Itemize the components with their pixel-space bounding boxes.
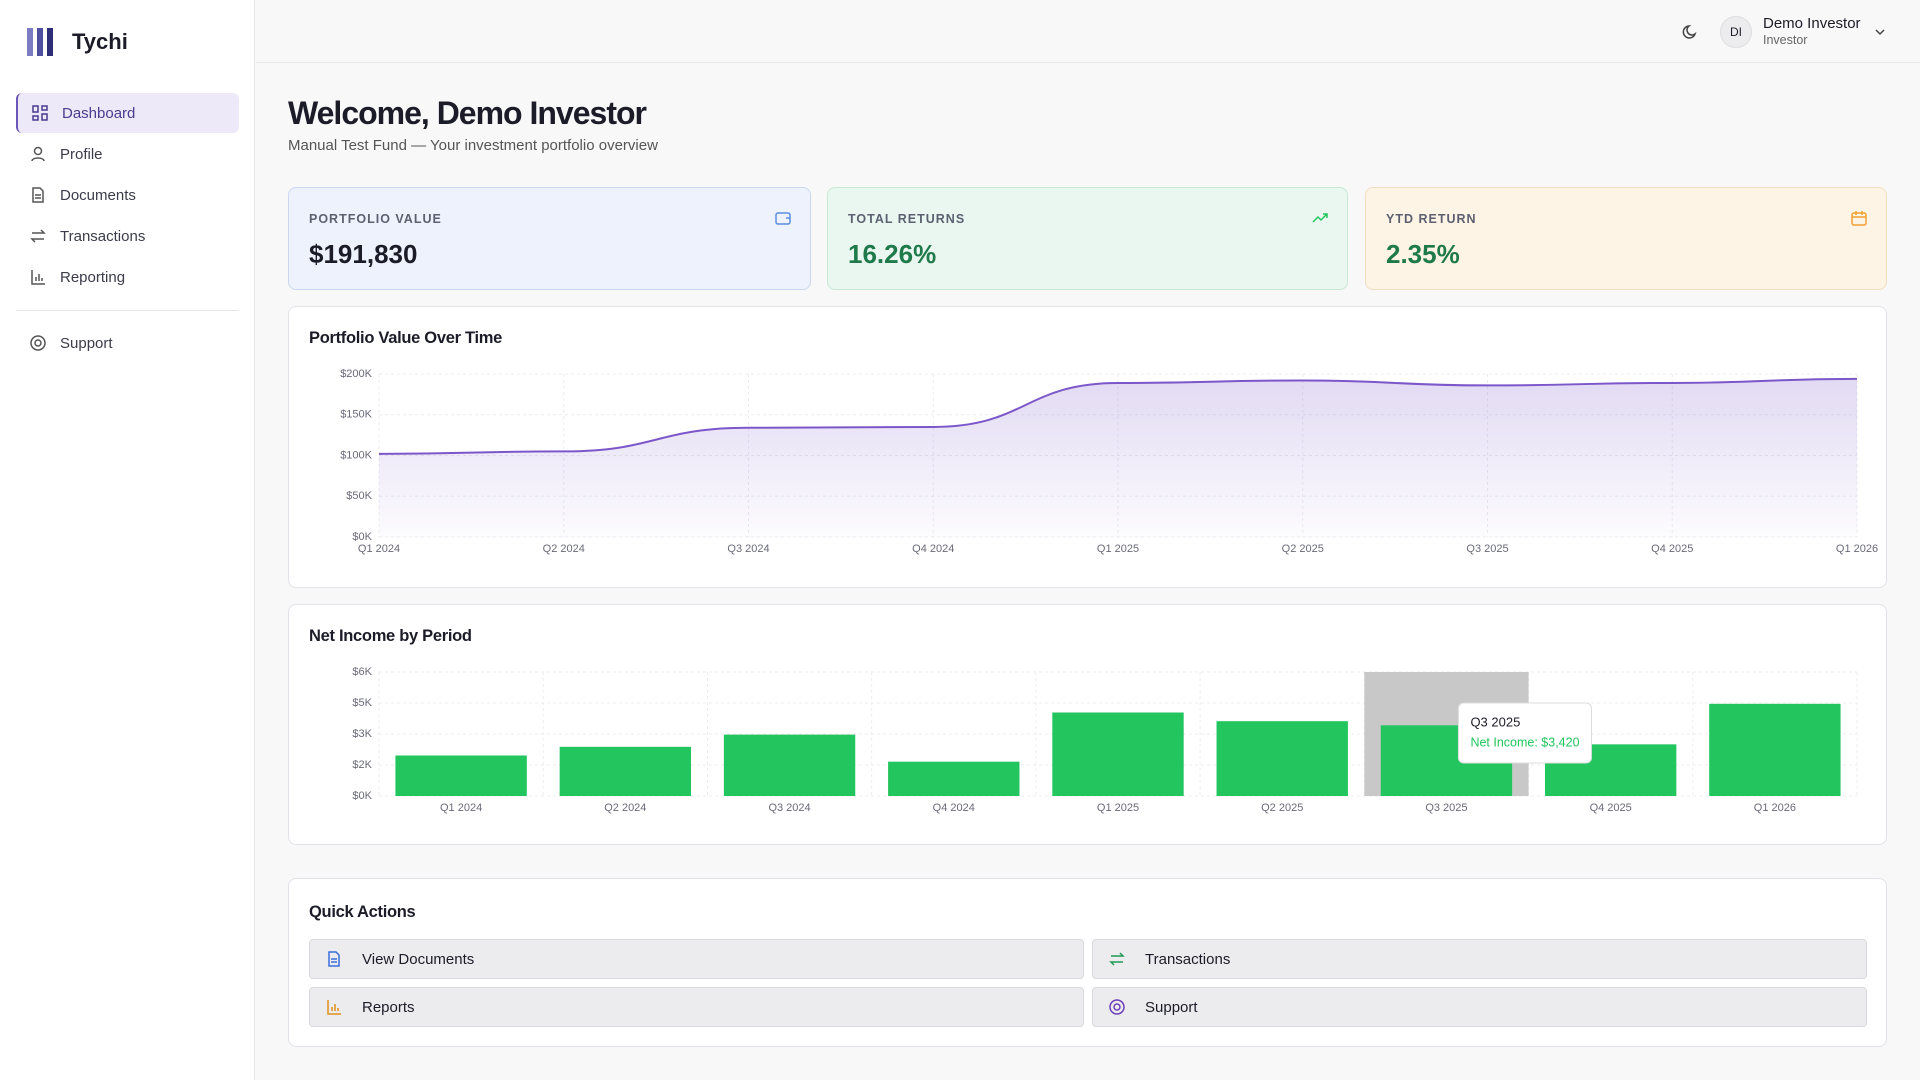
- nav-label: Reporting: [60, 268, 126, 286]
- chart-title: Portfolio Value Over Time: [309, 329, 503, 347]
- bar: [559, 746, 692, 796]
- stat-value: $191,830: [309, 239, 418, 269]
- x-tick-label: Q2 2025: [1282, 543, 1324, 555]
- chart-title: Net Income by Period: [309, 627, 472, 645]
- action-label: Support: [1145, 998, 1198, 1016]
- action-button[interactable]: Transactions: [1092, 939, 1867, 979]
- x-tick-label: Q1 2026: [1836, 543, 1878, 555]
- x-tick-label: Q3 2025: [1425, 802, 1467, 814]
- theme-toggle[interactable]: [1682, 24, 1698, 40]
- stat-icon: [1312, 213, 1328, 223]
- bar: [1052, 712, 1184, 796]
- y-tick-label: $200K: [340, 368, 372, 380]
- nav-label: Support: [60, 334, 113, 352]
- y-tick-label: $100K: [340, 449, 372, 461]
- action-label: Reports: [362, 998, 415, 1016]
- action-label: Transactions: [1145, 950, 1231, 968]
- stat-label: TOTAL RETURNS: [848, 212, 966, 226]
- y-tick-label: $0K: [352, 790, 372, 802]
- action-button[interactable]: View Documents: [309, 939, 1084, 979]
- stat-icon: [1851, 211, 1867, 226]
- chart-card: Net Income by Period $0K $2K $3K $5K $6K Q1 2…: [288, 604, 1887, 845]
- chart: $0K $2K $3K $5K $6K Q1 2024 Q2 2024 Q3 2024 Q4 2…: [352, 666, 1858, 814]
- x-tick-label: Q2 2025: [1261, 802, 1303, 814]
- section-title: Quick Actions: [309, 903, 416, 921]
- action-button[interactable]: Support: [1092, 987, 1867, 1027]
- x-tick-label: Q4 2024: [912, 543, 954, 555]
- sidebar: Tychi Dashboard Profile Documents Transa…: [0, 0, 255, 1080]
- brand: Tychi: [72, 29, 128, 54]
- bar: [395, 755, 527, 796]
- user-name: Demo Investor: [1763, 15, 1861, 32]
- x-tick-label: Q4 2024: [933, 802, 975, 814]
- tooltip: [1457, 702, 1592, 764]
- top-bar: DI Demo Investor Investor: [256, 0, 1920, 63]
- x-tick-label: Q1 2025: [1097, 802, 1139, 814]
- x-tick-label: Q1 2024: [440, 802, 482, 814]
- y-tick-label: $0K: [352, 531, 372, 543]
- y-tick-label: $50K: [346, 490, 372, 502]
- x-tick-label: Q4 2025: [1651, 543, 1693, 555]
- y-tick-label: $2K: [352, 759, 372, 771]
- y-tick-label: $3K: [352, 728, 372, 740]
- stat-value: 2.35%: [1386, 239, 1460, 269]
- nav-label: Documents: [60, 186, 136, 204]
- x-tick-label: Q1 2025: [1097, 543, 1139, 555]
- stat-icon: [775, 212, 791, 225]
- logo: [27, 28, 53, 56]
- nav-item[interactable]: Profile: [16, 134, 239, 174]
- y-tick-label: $150K: [340, 409, 372, 421]
- x-tick-label: Q2 2024: [543, 543, 585, 555]
- x-tick-label: Q2 2024: [604, 802, 646, 814]
- action-label: View Documents: [362, 950, 475, 968]
- nav-item[interactable]: Support: [16, 323, 239, 363]
- action-button[interactable]: Reports: [309, 987, 1084, 1027]
- bar: [1216, 721, 1348, 796]
- divider: [16, 310, 239, 311]
- stat-card: PORTFOLIO VALUE $191,830: [288, 187, 811, 290]
- stat-card: YTD RETURN 2.35%: [1365, 187, 1887, 290]
- user-role: Investor: [1763, 33, 1808, 47]
- bar: [723, 734, 856, 796]
- nav-item[interactable]: Transactions: [16, 216, 239, 256]
- line: [378, 377, 1858, 455]
- chart-card: Portfolio Value Over Time $0K $50K $100K $1…: [288, 306, 1887, 588]
- quick-actions: Quick Actions View Documents Transaction…: [288, 878, 1887, 1047]
- bar: [1709, 703, 1841, 796]
- y-tick-label: $6K: [352, 666, 372, 678]
- user-menu[interactable]: [1874, 26, 1886, 38]
- stat-card: TOTAL RETURNS 16.26%: [827, 187, 1348, 290]
- nav-label: Profile: [60, 145, 103, 163]
- avatar[interactable]: DI: [1720, 16, 1752, 48]
- tooltip-label: Net Income: $3,420: [1470, 735, 1579, 749]
- x-tick-label: Q1 2024: [358, 543, 400, 555]
- nav-item[interactable]: Dashboard: [16, 93, 239, 133]
- nav-label: Transactions: [60, 227, 146, 245]
- area: [379, 378, 1857, 537]
- x-tick-label: Q1 2026: [1754, 802, 1796, 814]
- stat-value: 16.26%: [848, 239, 937, 269]
- nav-item[interactable]: Documents: [16, 175, 239, 215]
- welcome-subtitle: Manual Test Fund — Your investment portf…: [288, 137, 658, 154]
- welcome-title: Welcome, Demo Investor: [288, 95, 647, 131]
- nav-label: Dashboard: [62, 104, 136, 122]
- x-tick-label: Q3 2025: [1466, 543, 1508, 555]
- x-tick-label: Q4 2025: [1590, 802, 1632, 814]
- nav-item[interactable]: Reporting: [16, 257, 239, 297]
- y-tick-label: $5K: [352, 697, 372, 709]
- stat-label: YTD RETURN: [1386, 212, 1477, 226]
- chart: $0K $50K $100K $150K $200K Q1 2024 Q2 2024 Q3 2…: [340, 368, 1878, 555]
- bar: [888, 761, 1020, 796]
- x-tick-label: Q3 2024: [727, 543, 769, 555]
- tooltip-title: Q3 2025: [1470, 714, 1520, 729]
- stat-label: PORTFOLIO VALUE: [309, 212, 442, 226]
- x-tick-label: Q3 2024: [768, 802, 810, 814]
